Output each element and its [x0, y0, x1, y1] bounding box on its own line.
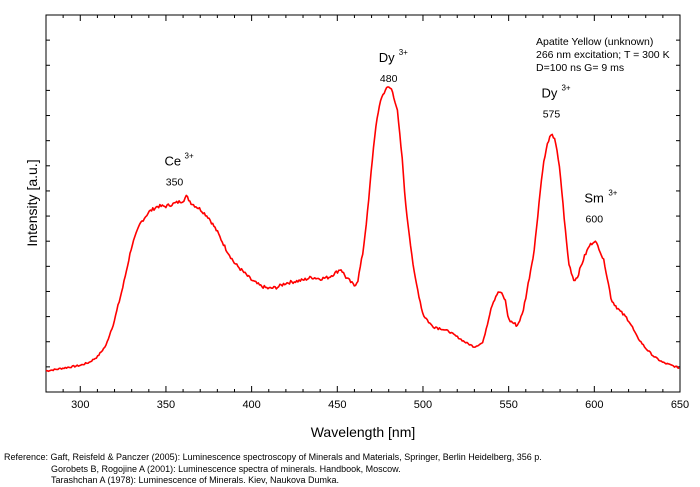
peak-annotation: Sm 3+ 600 [584, 188, 617, 225]
x-axis-ticks: 300 350 400 450 500 550 600 650 [45, 15, 689, 411]
x-tick-label: 400 [242, 399, 260, 411]
x-tick-label: 300 [71, 399, 89, 411]
x-axis-label: Wavelength [nm] [311, 424, 416, 440]
peak-wavelength-label: 350 [166, 176, 184, 188]
y-axis-label: Intensity [a.u.] [24, 159, 40, 246]
peak-wavelength-label: 600 [586, 213, 604, 225]
peak-ion-label: Dy [379, 50, 395, 65]
info-box: Apatite Yellow (unknown) 266 nm excitati… [536, 36, 670, 74]
reference-line: Tarashchan A (1978): Luminescence of Min… [51, 475, 339, 485]
peak-wavelength-label: 575 [543, 108, 561, 120]
peak-ion-charge: 3+ [561, 83, 570, 92]
x-tick-label: 500 [414, 399, 432, 411]
reference-line: Reference: Gaft, Reisfeld & Panczer (200… [4, 452, 542, 462]
info-line-sample: Apatite Yellow (unknown) [536, 36, 653, 48]
x-tick-label: 600 [585, 399, 603, 411]
peak-ion-charge: 3+ [185, 151, 194, 160]
x-tick-label: 350 [157, 399, 175, 411]
x-tick-label: 550 [499, 399, 517, 411]
peak-annotation: Dy 3+ 480 [379, 48, 408, 85]
info-line-delay-gate: D=100 ns G= 9 ms [536, 62, 624, 74]
peak-wavelength-label: 480 [380, 73, 398, 85]
x-tick-label: 450 [328, 399, 346, 411]
references: Reference: Gaft, Reisfeld & Panczer (200… [4, 452, 542, 487]
info-line-excitation: 266 nm excitation; T = 300 K [536, 49, 670, 61]
reference-line: Gorobets B, Rogojine A (2001): Luminesce… [51, 463, 401, 474]
x-tick-label: 650 [671, 399, 689, 411]
y-axis-ticks [46, 39, 680, 368]
plot-frame [45, 14, 681, 393]
peak-annotation: Dy 3+ 575 [541, 83, 570, 120]
peak-ion-label: Ce [165, 153, 182, 168]
peak-ion-label: Sm [584, 190, 604, 205]
peak-ion-label: Dy [541, 85, 557, 100]
peak-annotation: Ce 3+ 350 [165, 151, 194, 188]
peak-ion-charge: 3+ [399, 48, 408, 57]
peak-ion-charge: 3+ [608, 188, 617, 197]
series-line [45, 86, 680, 373]
